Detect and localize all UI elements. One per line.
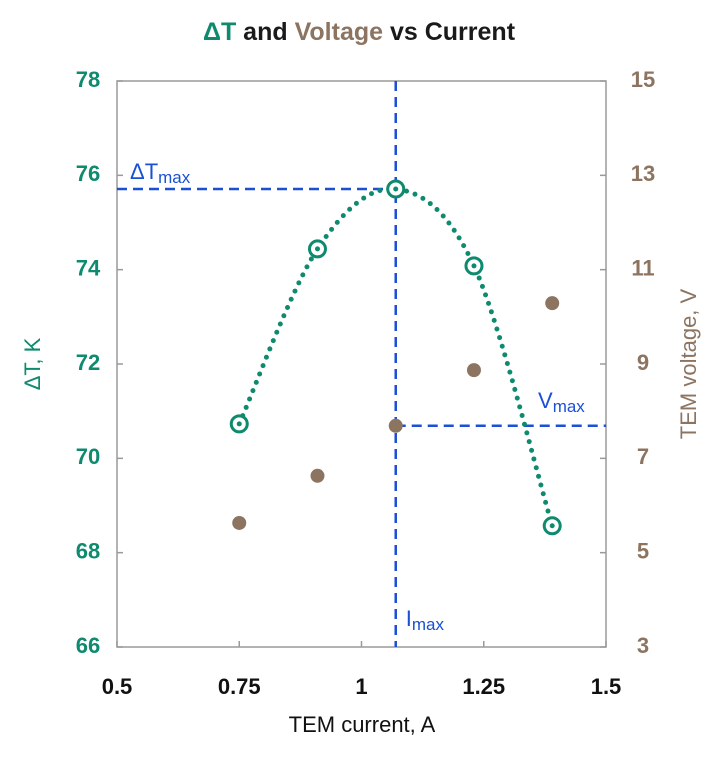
title-part: Voltage bbox=[295, 18, 384, 46]
y-axis-label: ΔT, K bbox=[20, 337, 45, 390]
chart-title: ΔT and Voltage vs Current bbox=[203, 18, 516, 46]
y-tick-label: 70 bbox=[76, 444, 100, 469]
voltage-point bbox=[232, 515, 247, 530]
x-tick-label: 1 bbox=[355, 674, 367, 699]
annotation-text: V bbox=[538, 388, 553, 413]
y2-tick-label: 13 bbox=[631, 161, 655, 186]
voltage-point bbox=[545, 296, 560, 311]
x-tick-label: 1.5 bbox=[591, 674, 622, 699]
title-part: and bbox=[236, 18, 294, 46]
title-part: vs Current bbox=[383, 18, 516, 46]
y-tick-label: 68 bbox=[76, 538, 100, 563]
y2-tick-label: 11 bbox=[631, 255, 654, 280]
x-axis-label: TEM current, A bbox=[289, 712, 436, 737]
y-tick-label: 66 bbox=[76, 633, 100, 658]
annotation-text: ΔT bbox=[130, 159, 158, 184]
dt-point-center bbox=[471, 263, 477, 269]
voltage-point bbox=[466, 363, 481, 378]
y2-tick-label: 15 bbox=[631, 67, 655, 92]
y2-tick-label: 3 bbox=[637, 633, 649, 658]
plot-frame bbox=[116, 80, 607, 648]
title-part: ΔT bbox=[203, 18, 236, 46]
y2-tick-label: 5 bbox=[637, 538, 649, 563]
y2-axis-label: TEM voltage, V bbox=[676, 288, 701, 439]
voltage-point bbox=[310, 468, 325, 483]
y-tick-label: 72 bbox=[76, 350, 100, 375]
dt-point-center bbox=[314, 246, 320, 252]
annotation: Vmax bbox=[538, 388, 585, 417]
x-tick-label: 0.5 bbox=[102, 674, 133, 699]
annotation: ΔTmax bbox=[130, 159, 191, 188]
y-tick-label: 76 bbox=[76, 161, 100, 186]
y2-tick-label: 7 bbox=[637, 444, 649, 469]
voltage-point bbox=[388, 418, 403, 433]
y-tick-label: 74 bbox=[76, 255, 101, 280]
dt-point-center bbox=[236, 421, 242, 427]
annotation-subscript: max bbox=[158, 168, 191, 187]
x-tick-label: 1.25 bbox=[462, 674, 505, 699]
dt-point-center bbox=[549, 523, 555, 529]
annotation-subscript: max bbox=[553, 397, 586, 416]
annotation: Imax bbox=[406, 606, 445, 635]
annotation-subscript: max bbox=[412, 615, 445, 634]
x-tick-label: 0.75 bbox=[218, 674, 261, 699]
dt-point-center bbox=[393, 186, 399, 192]
y2-tick-label: 9 bbox=[637, 350, 649, 375]
annotation-text: I bbox=[406, 606, 412, 631]
y-tick-label: 78 bbox=[76, 67, 100, 92]
